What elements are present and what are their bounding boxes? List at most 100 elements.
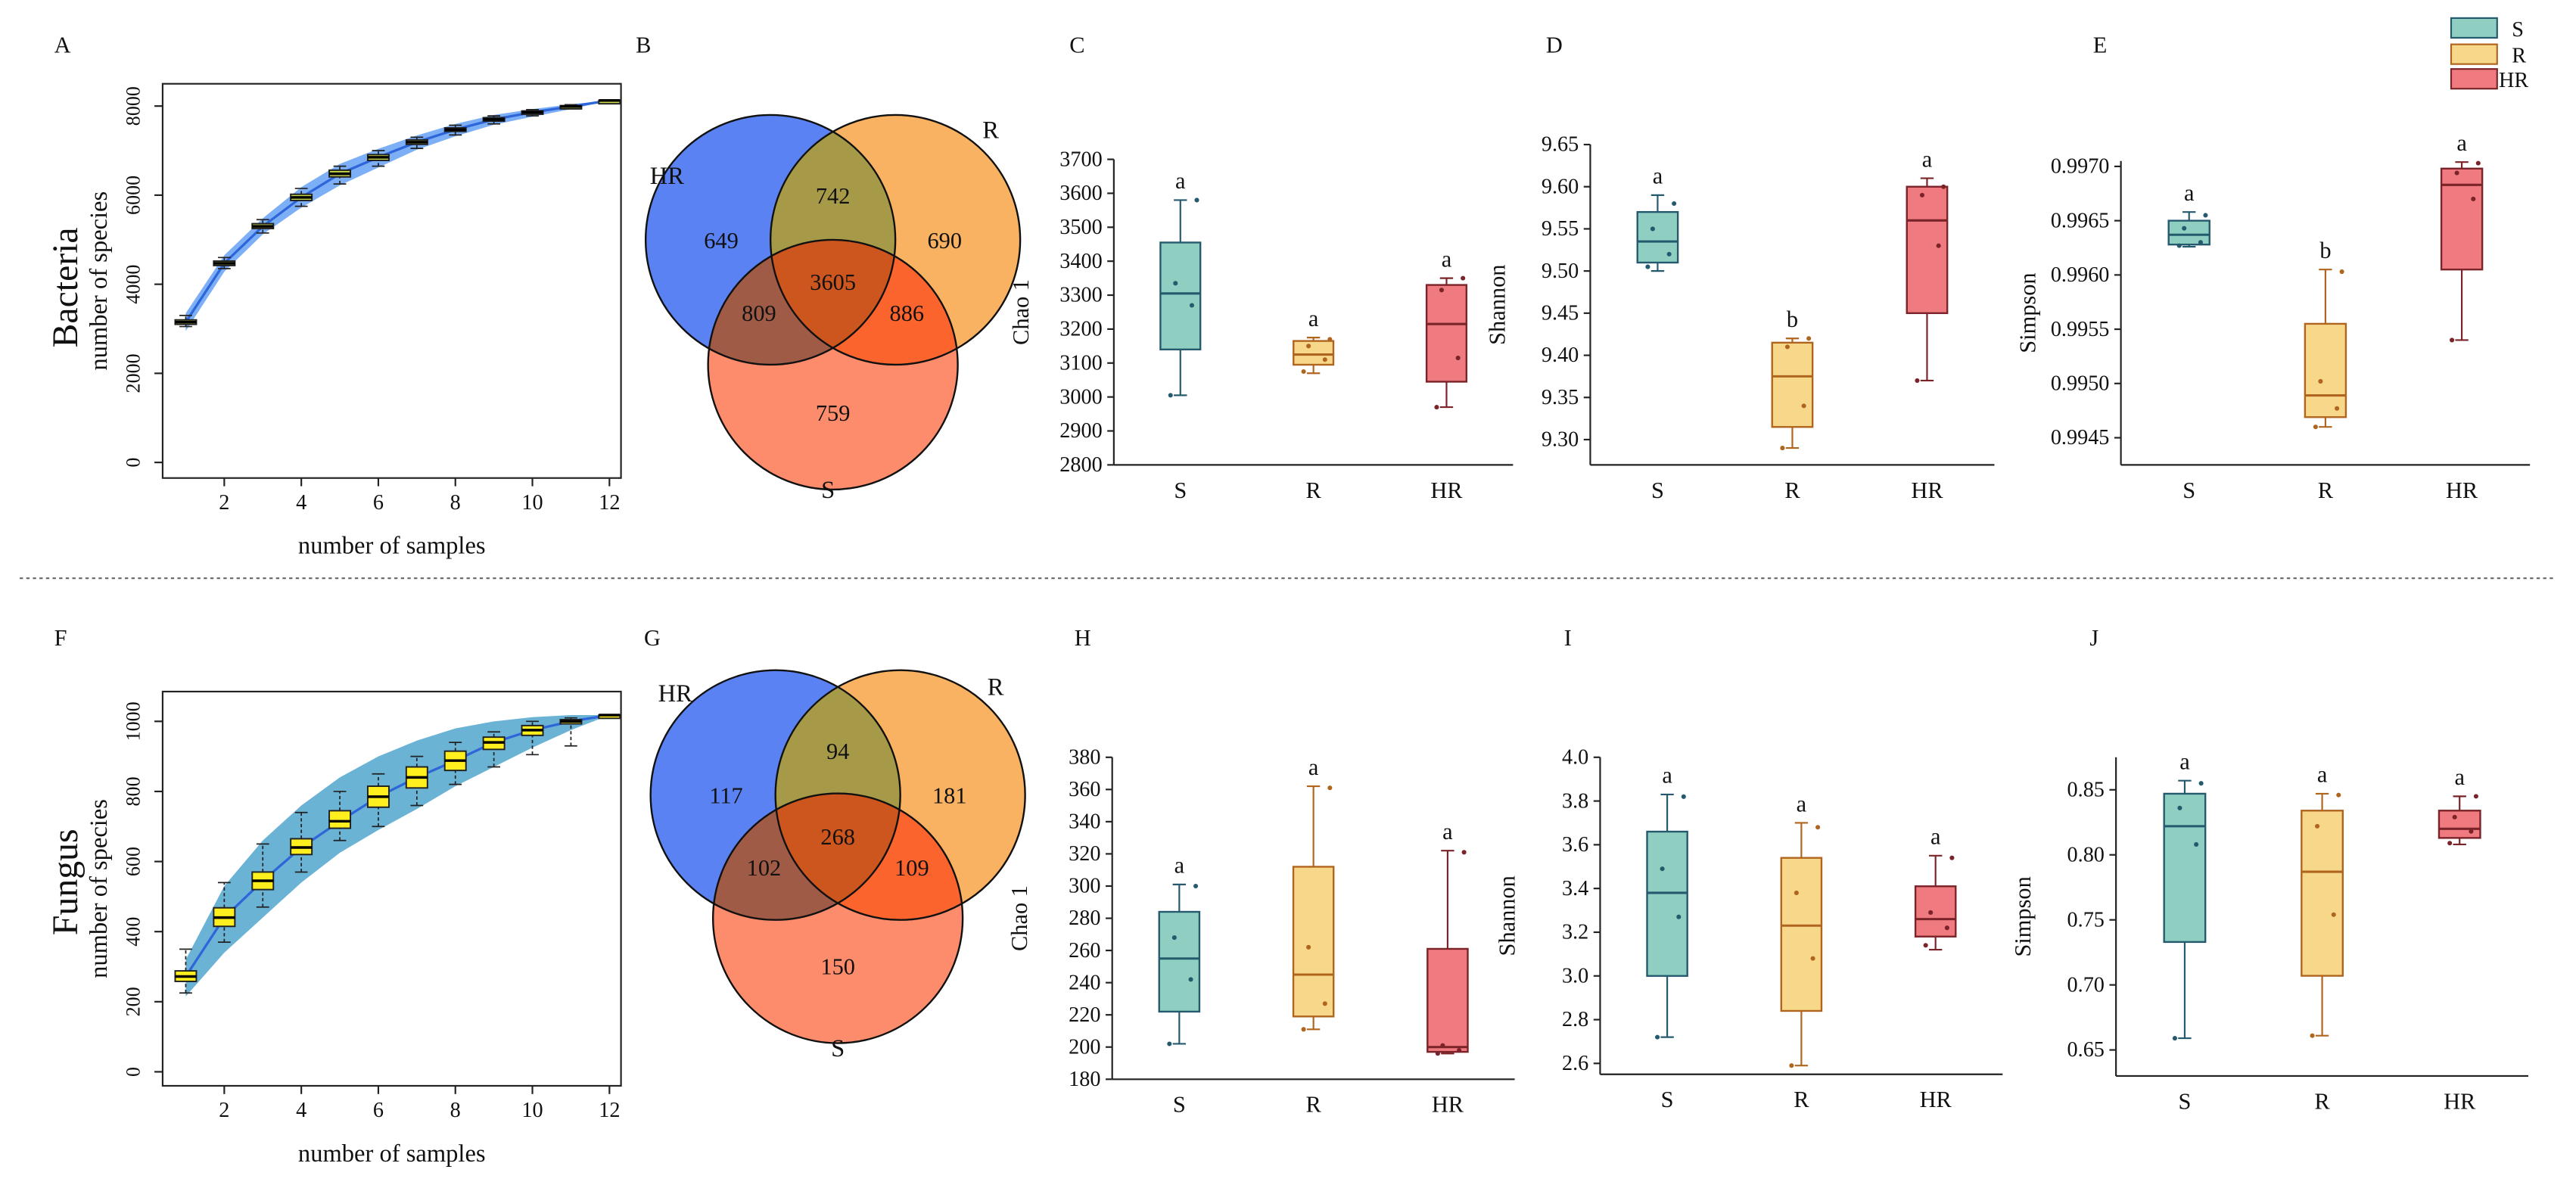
data-point	[2315, 823, 2320, 829]
data-point	[1306, 344, 1311, 349]
box-r	[2301, 810, 2344, 977]
x-tick-label: HR	[1432, 1092, 1464, 1118]
x-tick-label: 6	[373, 491, 384, 515]
x-tick-label: S	[2178, 1088, 2191, 1114]
x-tick	[1446, 465, 1453, 471]
x-tick-label: R	[1306, 477, 1322, 503]
venn-outline	[774, 669, 1026, 921]
data-point	[1188, 977, 1193, 982]
venn-count-hr-r: 94	[826, 739, 849, 764]
y-tick-label: 0.9945	[2051, 426, 2110, 449]
data-point	[1435, 1051, 1440, 1056]
data-point	[2471, 196, 2476, 201]
data-point	[2177, 805, 2182, 810]
data-point	[1439, 288, 1445, 293]
box-s	[2163, 792, 2207, 944]
data-point	[2198, 240, 2203, 245]
x-tick	[1927, 465, 1934, 471]
x-tick-label: 6	[373, 1099, 384, 1122]
data-point	[1784, 344, 1790, 350]
y-axis-label: Simpson	[2015, 272, 2041, 353]
data-point	[1801, 403, 1806, 409]
panel-letter-i: I	[1564, 625, 1572, 651]
panel-j-boxplot: 0.65 0.70 0.75 0.80 0.85 Simpson Sa Ra HR a	[2010, 749, 2529, 1114]
y-tick-label: 180	[1069, 1068, 1100, 1091]
x-tick-label: S	[2182, 477, 2195, 503]
x-tick-label: HR	[2446, 477, 2478, 503]
y-tick-label: 0.80	[2067, 843, 2105, 866]
panel-letter-f: F	[54, 625, 67, 651]
x-tick	[1181, 465, 1187, 471]
panel-a-rarefaction: 2 4 6 8 10 12 0 2000 4000 6000 8000 number of sampl…	[86, 82, 622, 560]
panel-f-rarefaction: 2 4 6 8 10 12 0 200 400 600 800 1000 number of sampl…	[86, 690, 622, 1168]
y-tick-label: 0.9955	[2051, 318, 2110, 341]
data-point	[1789, 1063, 1794, 1068]
panel-letter-a: A	[54, 32, 71, 58]
significance-letter: a	[1662, 763, 1672, 788]
x-axis-label: number of samples	[298, 1140, 486, 1168]
data-point	[1810, 956, 1815, 961]
data-point	[1655, 1034, 1660, 1040]
x-tick	[2322, 1076, 2329, 1083]
y-tick-label: 600	[123, 847, 145, 876]
y-tick-label: 3500	[1059, 216, 1102, 239]
rarefaction-curve	[185, 99, 610, 323]
venn-count-hr-only: 649	[704, 228, 739, 253]
data-point	[1794, 890, 1799, 895]
x-tick-label: S	[1173, 1092, 1186, 1118]
x-tick-label: 4	[296, 1099, 306, 1122]
x-tick-label: HR	[2444, 1088, 2476, 1114]
box-s	[1636, 210, 1679, 264]
venn-outline	[649, 669, 901, 921]
y-tick-label: 200	[123, 987, 145, 1016]
y-tick-label: 3600	[1059, 182, 1102, 205]
y-tick-label: 0.9950	[2051, 372, 2110, 395]
panel-i-boxplot: 2.6 2.8 3.0 3.2 3.4 3.6 3.8 4.0 Shannon Sa Ra HR a	[1495, 745, 2003, 1112]
x-tick	[1314, 465, 1321, 471]
significance-letter: a	[1442, 819, 1453, 844]
data-point	[2331, 912, 2336, 917]
data-point	[2450, 337, 2455, 343]
data-point	[1915, 378, 1920, 384]
x-tick	[1936, 1074, 1943, 1081]
plot-frame	[161, 690, 622, 1087]
data-point	[1461, 850, 1467, 855]
y-axis-label: Shannon	[1495, 875, 1520, 956]
legend-swatch-s	[2450, 17, 2498, 39]
data-point	[1650, 226, 1655, 232]
data-point	[1322, 1001, 1327, 1006]
legend-swatch-hr	[2450, 68, 2498, 90]
venn-set-label-hr: HR	[650, 163, 685, 190]
venn-count-s-only: 759	[816, 400, 851, 426]
y-tick-label: 400	[123, 917, 145, 947]
significance-letter: a	[1308, 754, 1319, 780]
x-tick-label: S	[1661, 1087, 1674, 1112]
data-point	[1936, 243, 1941, 248]
y-tick-label: 0	[123, 458, 145, 468]
x-tick-label: 10	[521, 491, 543, 515]
data-point	[1461, 275, 1466, 281]
y-tick-label: 9.60	[1542, 175, 1579, 198]
data-point	[1815, 825, 1821, 830]
venn-set-label-r: R	[982, 117, 999, 144]
y-tick-label: 340	[1069, 810, 1100, 834]
y-tick-label: 0.75	[2067, 908, 2105, 931]
box-s	[1159, 241, 1202, 351]
venn-count-hr-s: 809	[742, 300, 776, 326]
y-tick-label: 1000	[123, 701, 145, 741]
panel-g-venn: 117 181 150 94 102 109 268 HR R S	[649, 669, 1026, 1062]
y-tick-label: 0	[123, 1067, 145, 1077]
x-tick-label: 10	[521, 1099, 543, 1122]
data-point	[2475, 160, 2481, 166]
data-point	[1440, 1043, 1445, 1048]
y-tick-label: 4000	[123, 265, 145, 304]
y-tick-label: 200	[1069, 1035, 1100, 1059]
data-point	[1322, 357, 1327, 362]
data-point	[2318, 378, 2323, 384]
data-point	[1645, 264, 1650, 269]
x-tick-label: HR	[1430, 477, 1463, 503]
y-tick-label: 9.55	[1542, 217, 1579, 241]
y-axis-label: Simpson	[2010, 876, 2036, 956]
data-point	[2194, 841, 2199, 847]
